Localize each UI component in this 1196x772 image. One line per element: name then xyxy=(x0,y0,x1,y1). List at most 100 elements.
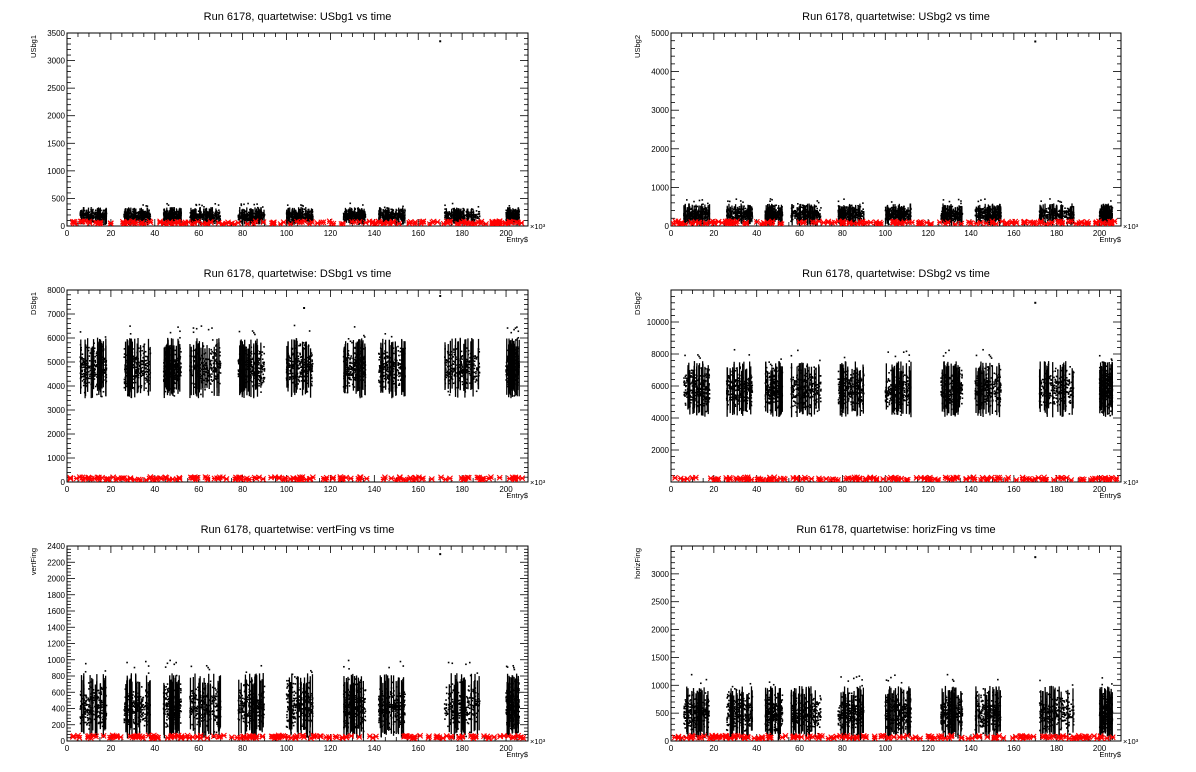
data-point xyxy=(214,203,217,205)
baseline-marker xyxy=(478,218,485,225)
baseline-marker xyxy=(244,220,251,226)
data-point xyxy=(707,202,709,205)
data-point xyxy=(216,213,219,216)
data-point xyxy=(399,213,402,216)
data-point xyxy=(296,217,299,220)
baseline-marker xyxy=(314,220,321,226)
data-point xyxy=(392,213,394,216)
baseline-marker xyxy=(139,219,146,226)
data-point xyxy=(739,212,741,215)
data-point xyxy=(308,213,311,216)
data-point xyxy=(400,208,403,211)
data-point xyxy=(90,212,92,215)
data-point xyxy=(174,215,177,218)
data-point xyxy=(79,211,82,214)
data-point xyxy=(448,211,450,214)
data-point xyxy=(745,217,748,220)
x-tick-label: 80 xyxy=(238,229,247,238)
data-point xyxy=(218,209,220,212)
data-point xyxy=(218,217,220,219)
data-point xyxy=(476,215,479,218)
data-point xyxy=(846,212,848,215)
data-point xyxy=(905,215,907,217)
data-point xyxy=(820,207,822,209)
data-point xyxy=(694,211,696,214)
data-point xyxy=(689,217,692,220)
data-point xyxy=(213,220,215,223)
baseline-marker xyxy=(185,219,192,226)
data-point xyxy=(85,212,88,215)
data-point xyxy=(738,210,741,213)
data-point xyxy=(137,215,139,218)
data-point xyxy=(451,212,454,214)
data-point xyxy=(885,210,888,213)
x-tick-label: 200 xyxy=(1093,229,1107,238)
data-cluster-6 xyxy=(285,204,314,226)
data-point xyxy=(214,212,216,215)
data-point xyxy=(736,213,738,216)
data-point xyxy=(686,199,688,201)
data-point xyxy=(685,217,687,220)
data-point xyxy=(447,213,450,216)
data-point xyxy=(863,213,865,216)
data-point xyxy=(690,214,692,217)
data-point xyxy=(131,212,133,215)
data-point xyxy=(392,217,395,219)
data-point xyxy=(790,220,792,223)
data-point xyxy=(396,214,399,216)
data-point xyxy=(167,213,170,215)
data-point xyxy=(101,213,104,216)
data-point xyxy=(312,215,314,218)
data-point xyxy=(891,216,894,218)
data-point xyxy=(807,215,810,217)
data-point xyxy=(704,212,707,215)
data-point xyxy=(706,216,709,218)
data-cluster-4 xyxy=(790,200,822,226)
data-point xyxy=(733,207,736,209)
data-point xyxy=(103,223,105,226)
data-point xyxy=(471,217,473,219)
data-cluster-5 xyxy=(837,198,865,226)
data-point xyxy=(92,212,95,214)
data-point xyxy=(131,216,133,218)
baseline-marker xyxy=(308,219,315,226)
data-point xyxy=(248,214,251,217)
data-point xyxy=(101,216,103,219)
data-point xyxy=(850,210,853,212)
baseline-marker xyxy=(260,219,267,226)
data-point xyxy=(143,211,145,214)
data-point xyxy=(807,213,810,215)
data-point xyxy=(890,217,892,220)
data-point xyxy=(694,214,696,216)
data-point xyxy=(750,218,752,220)
data-point xyxy=(464,214,467,217)
data-point xyxy=(694,214,696,217)
data-point xyxy=(240,204,243,207)
data-point xyxy=(905,212,907,215)
data-point xyxy=(247,219,250,222)
data-point xyxy=(448,217,451,220)
y-tick-label: 500 xyxy=(52,194,66,203)
data-point xyxy=(906,211,909,213)
data-point xyxy=(88,211,91,214)
data-point xyxy=(100,214,103,217)
data-point xyxy=(356,216,358,218)
data-point xyxy=(389,213,392,216)
data-point xyxy=(728,200,731,203)
data-point xyxy=(505,219,508,222)
baseline-marker xyxy=(146,218,153,225)
data-point xyxy=(176,214,179,217)
baseline-marker xyxy=(418,220,425,226)
data-point xyxy=(776,218,778,220)
baseline-marker xyxy=(375,218,382,225)
y-tick-label: 5000 xyxy=(651,29,669,38)
data-point xyxy=(355,219,357,221)
x-tick-label: 40 xyxy=(150,229,159,238)
data-point xyxy=(449,215,452,217)
data-point xyxy=(805,217,808,219)
data-point xyxy=(861,210,863,212)
data-point xyxy=(217,218,219,220)
baseline-marker xyxy=(513,219,520,226)
data-point xyxy=(805,210,808,213)
data-point xyxy=(85,216,88,218)
